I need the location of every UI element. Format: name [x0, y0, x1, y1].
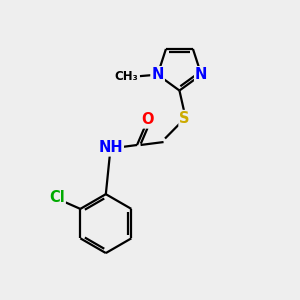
Text: N: N — [152, 67, 164, 82]
Text: O: O — [141, 112, 154, 128]
Text: N: N — [195, 67, 208, 82]
Text: CH₃: CH₃ — [115, 70, 139, 83]
Text: S: S — [179, 111, 190, 126]
Text: NH: NH — [98, 140, 123, 155]
Text: Cl: Cl — [49, 190, 65, 205]
